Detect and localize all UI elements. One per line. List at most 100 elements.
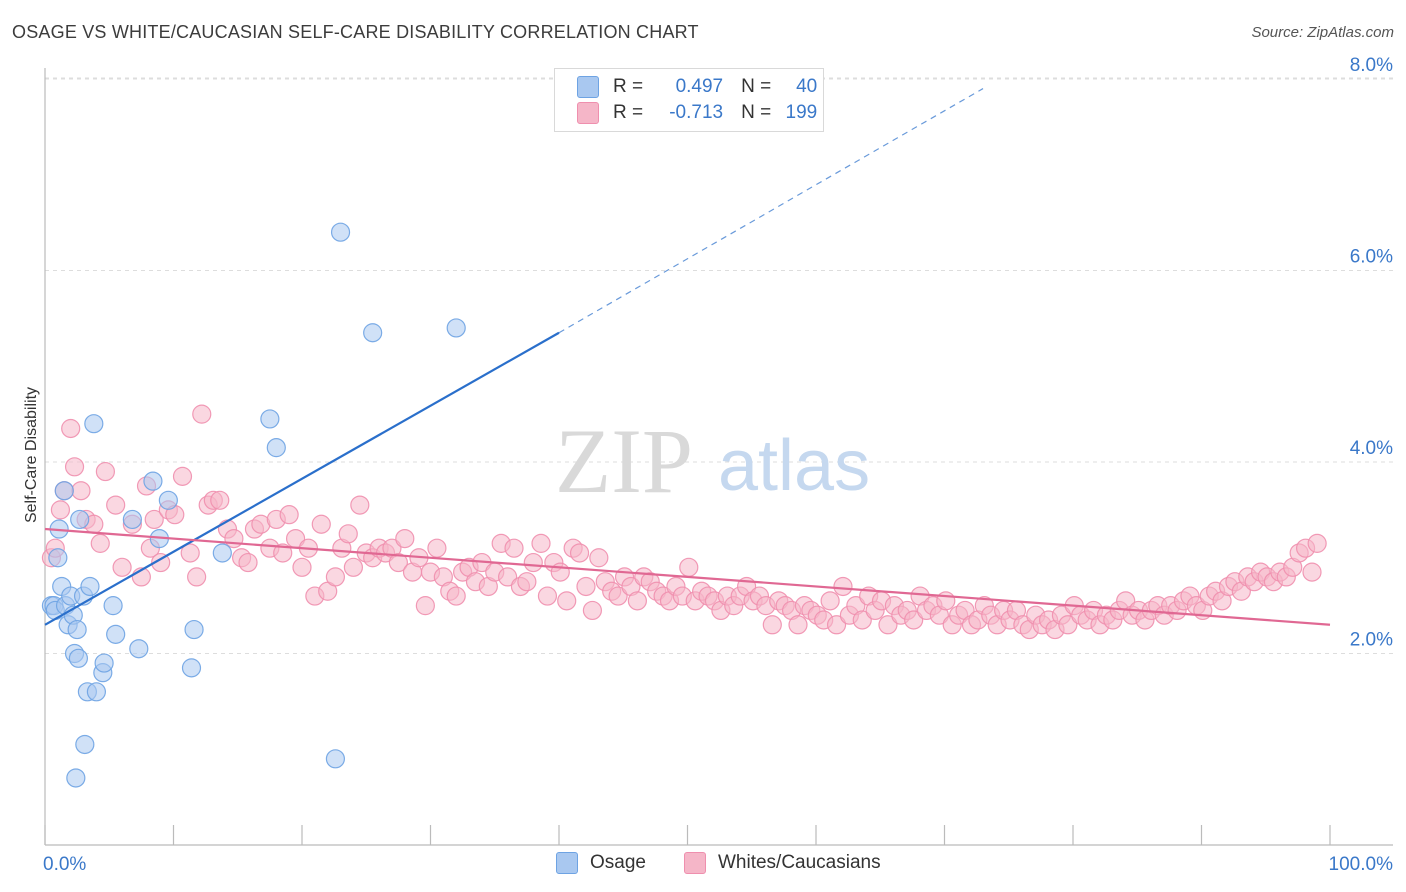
osage-point xyxy=(212,543,232,563)
whites-point xyxy=(112,557,132,577)
whites-point xyxy=(582,600,603,621)
whites-point xyxy=(788,615,808,635)
x-tick-label: 100.0% xyxy=(1329,854,1394,875)
y-tick-label: 4.0% xyxy=(1350,438,1393,459)
osage-point xyxy=(80,576,100,597)
whites-point xyxy=(311,514,331,534)
y-tick-label: 6.0% xyxy=(1350,247,1393,268)
whites-point xyxy=(826,615,847,635)
osage-point xyxy=(75,734,95,755)
whites-point xyxy=(187,567,207,587)
data-points xyxy=(41,222,1327,788)
osage-point xyxy=(70,509,90,530)
whites-point xyxy=(151,552,171,573)
whites-point xyxy=(627,591,647,611)
series-label-whites: Whites/Caucasians xyxy=(717,852,881,873)
osage-point xyxy=(184,619,204,640)
whites-trend-line xyxy=(44,527,1331,626)
axes xyxy=(44,68,1393,846)
series-legend-whites[interactable]: Whites/Caucasians xyxy=(683,852,881,874)
y-tick-label: 8.0% xyxy=(1350,55,1393,76)
whites-point xyxy=(71,481,91,501)
osage-point xyxy=(106,624,126,644)
chart-title: OSAGE VS WHITE/CAUCASIAN SELF-CARE DISAB… xyxy=(12,22,699,42)
whites-point xyxy=(61,418,81,439)
legend-swatch-osage xyxy=(577,76,599,98)
legend-row-whites: R = -0.713 N = 199 xyxy=(577,100,817,126)
whites-point xyxy=(95,461,115,482)
whites-point xyxy=(517,572,537,592)
whites-point xyxy=(338,524,358,544)
whites-point xyxy=(50,500,71,520)
whites-point xyxy=(1058,615,1078,635)
osage-point xyxy=(446,318,466,338)
whites-point xyxy=(1302,562,1322,582)
osage-point xyxy=(122,509,142,530)
osage-point xyxy=(330,222,351,242)
tick-labels: 2.0% 4.0% 6.0% 8.0% 0.0% 100.0% xyxy=(43,55,1393,875)
n-label: N = xyxy=(741,76,772,97)
whites-point xyxy=(427,538,447,558)
whites-point xyxy=(504,538,524,558)
osage-point xyxy=(68,648,89,668)
r-value-whites: -0.713 xyxy=(669,102,724,123)
r-label: R = xyxy=(613,102,644,123)
whites-point xyxy=(273,543,293,563)
whites-point xyxy=(106,495,126,515)
whites-point xyxy=(292,557,312,577)
r-value-osage: 0.497 xyxy=(675,76,724,97)
legend-swatch-whites xyxy=(577,102,599,124)
whites-point xyxy=(446,586,466,606)
osage-point xyxy=(129,639,149,659)
series-label-osage: Osage xyxy=(590,852,646,873)
whites-point xyxy=(852,610,872,630)
whites-point xyxy=(557,591,577,611)
source-credit: Source: ZipAtlas.com xyxy=(1251,24,1394,41)
osage-point xyxy=(86,682,107,702)
osage-point xyxy=(158,490,178,510)
whites-point xyxy=(833,576,853,597)
osage-point xyxy=(84,414,104,434)
n-value-whites: 199 xyxy=(785,102,818,123)
osage-point xyxy=(260,409,280,429)
r-label: R = xyxy=(613,76,644,97)
whites-point xyxy=(224,528,244,549)
osage-point xyxy=(181,658,202,678)
whites-point xyxy=(350,495,370,515)
series-swatch-whites xyxy=(683,852,706,874)
osage-point xyxy=(325,749,346,769)
whites-point xyxy=(936,591,956,611)
n-value-osage: 40 xyxy=(796,76,818,97)
osage-point xyxy=(143,471,163,491)
whites-point xyxy=(679,557,699,577)
whites-point xyxy=(589,548,609,568)
whites-point xyxy=(537,586,558,606)
correlation-legend: R = 0.497 N = 40 R = -0.713 N = 199 xyxy=(554,68,824,132)
whites-point xyxy=(192,404,212,424)
whites-point xyxy=(820,591,840,611)
x-tick-label: 0.0% xyxy=(43,854,86,875)
osage-point xyxy=(54,481,74,501)
series-swatch-osage xyxy=(556,852,578,874)
osage-point xyxy=(67,619,87,640)
whites-point xyxy=(415,596,435,616)
whites-point xyxy=(172,466,193,486)
whites-point xyxy=(343,557,363,577)
y-axis-label: Self-Care Disability xyxy=(23,387,40,523)
y-tick-label: 2.0% xyxy=(1350,630,1393,651)
watermark-zip: ZIP xyxy=(555,410,693,512)
whites-point xyxy=(550,562,570,582)
whites-point xyxy=(608,586,628,606)
osage-point xyxy=(48,548,68,568)
whites-point xyxy=(144,509,164,530)
osage-trend-line xyxy=(44,331,560,626)
whites-point xyxy=(523,552,543,573)
series-legend-osage[interactable]: Osage xyxy=(556,852,646,874)
whites-point xyxy=(878,615,898,635)
legend-row-osage: R = 0.497 N = 40 xyxy=(577,74,817,100)
whites-point xyxy=(64,457,85,477)
whites-point xyxy=(279,505,299,525)
whites-point xyxy=(238,552,258,573)
osage-point xyxy=(363,323,383,343)
